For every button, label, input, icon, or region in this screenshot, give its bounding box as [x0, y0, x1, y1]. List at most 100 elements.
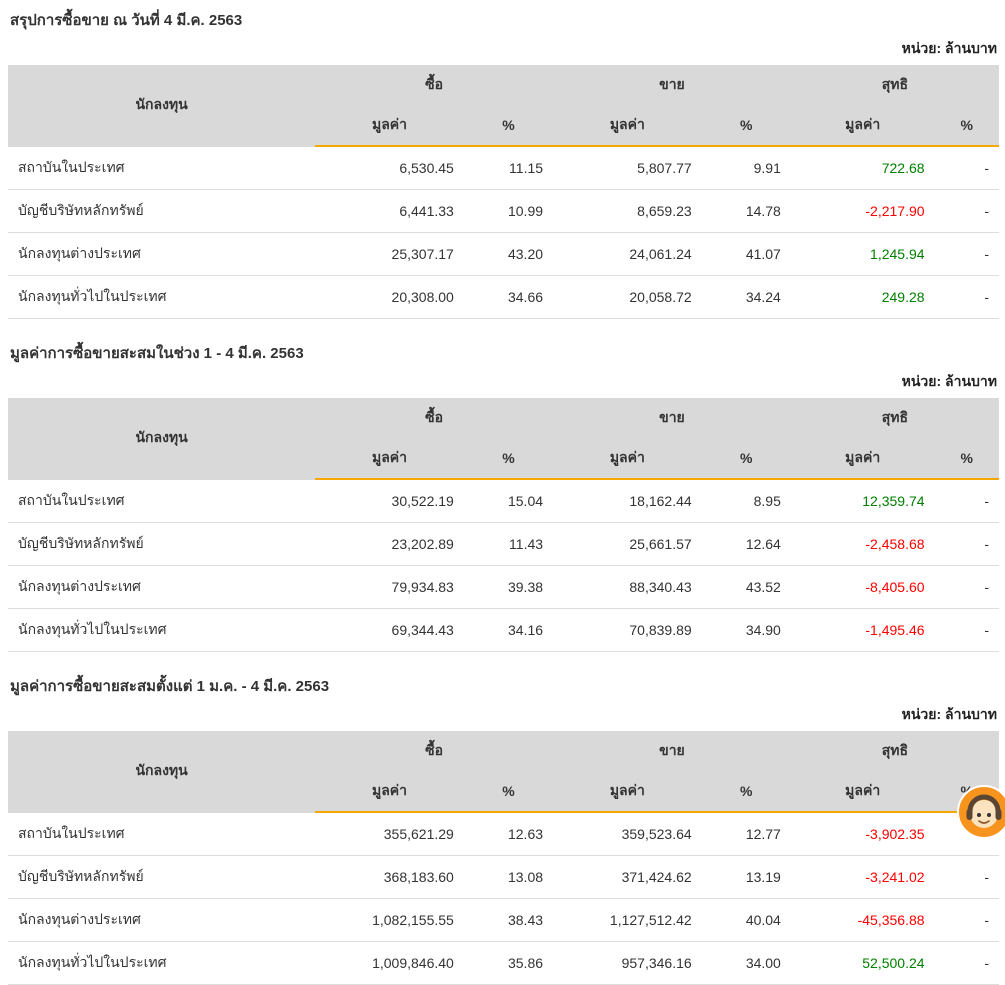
net-percent: -: [934, 232, 999, 276]
table-row: บัญชีบริษัทหลักทรัพย์ 6,441.33 10.99 8,659.…: [8, 189, 999, 233]
net-percent: -: [934, 275, 999, 319]
col-header-buy: ซื้อ: [315, 398, 554, 438]
subcol-buy-value: มูลค่า: [315, 771, 464, 813]
unit-label: หน่วย: ล้านบาท: [901, 40, 997, 56]
subcol-net-percent: %: [934, 438, 999, 480]
col-header-buy: ซื้อ: [315, 731, 554, 771]
sell-percent: 9.91: [701, 146, 791, 190]
buy-percent: 15.04: [463, 479, 554, 523]
net-value: -3,902.35: [790, 812, 935, 856]
subcol-net-value: มูลค่า: [790, 105, 935, 147]
section-title: สรุปการซื้อขาย ณ วันที่ 4 มี.ค. 2563: [10, 12, 243, 29]
sell-percent: 43.52: [701, 565, 791, 609]
subcol-sell-percent: %: [701, 771, 791, 813]
subcol-sell-value: มูลค่า: [553, 771, 702, 813]
buy-percent: 13.08: [463, 855, 554, 899]
trading-table-section: มูลค่าการซื้อขายสะสมตั้งแต่ 1 ม.ค. - 4 ม…: [8, 672, 999, 985]
table-body: สถาบันในประเทศ 355,621.29 12.63 359,523.64 1…: [8, 812, 999, 985]
sell-value: 20,058.72: [553, 275, 702, 319]
table-row: นักลงทุนทั่วไปในประเทศ 69,344.43 34.16 70,8…: [8, 608, 999, 652]
investor-name: บัญชีบริษัทหลักทรัพย์: [8, 855, 316, 899]
subcol-sell-percent: %: [701, 105, 791, 147]
buy-value: 79,934.83: [315, 565, 464, 609]
investor-name: นักลงทุนทั่วไปในประเทศ: [8, 941, 316, 985]
net-value: -3,241.02: [790, 855, 935, 899]
sell-value: 88,340.43: [553, 565, 702, 609]
trading-table-section: มูลค่าการซื้อขายสะสมในช่วง 1 - 4 มี.ค. 2…: [8, 339, 999, 652]
net-percent: -: [934, 565, 999, 609]
net-percent: -: [934, 479, 999, 523]
sell-value: 24,061.24: [553, 232, 702, 276]
buy-value: 1,082,155.55: [315, 898, 464, 942]
sell-value: 359,523.64: [553, 812, 702, 856]
col-header-investor: นักลงทุน: [8, 731, 316, 813]
buy-value: 355,621.29: [315, 812, 464, 856]
buy-value: 20,308.00: [315, 275, 464, 319]
investor-name: นักลงทุนทั่วไปในประเทศ: [8, 608, 316, 652]
sell-percent: 41.07: [701, 232, 791, 276]
table-header-row: นักลงทุน ซื้อ ขาย สุทธิ: [8, 731, 999, 813]
section-title: มูลค่าการซื้อขายสะสมตั้งแต่ 1 ม.ค. - 4 ม…: [10, 678, 330, 695]
buy-percent: 10.99: [463, 189, 554, 233]
section-title: มูลค่าการซื้อขายสะสมในช่วง 1 - 4 มี.ค. 2…: [10, 345, 304, 362]
subcol-net-value: มูลค่า: [790, 438, 935, 480]
sell-percent: 12.77: [701, 812, 791, 856]
sell-percent: 34.90: [701, 608, 791, 652]
buy-value: 23,202.89: [315, 522, 464, 566]
col-header-net: สุทธิ: [790, 731, 999, 771]
net-value: -2,458.68: [790, 522, 935, 566]
chatbot-button[interactable]: [957, 785, 1005, 839]
table-row: สถาบันในประเทศ 30,522.19 15.04 18,162.44 8.9…: [8, 479, 999, 523]
net-percent: -: [934, 898, 999, 942]
table-row: นักลงทุนทั่วไปในประเทศ 20,308.00 34.66 20,0…: [8, 275, 999, 319]
sell-value: 8,659.23: [553, 189, 702, 233]
table-row: นักลงทุนต่างประเทศ 25,307.17 43.20 24,061.2…: [8, 232, 999, 276]
headset-mascot-icon: [957, 785, 1005, 842]
trading-table: นักลงทุน ซื้อ ขาย สุทธิ มูลค่า % มูลค่า …: [8, 398, 999, 652]
investor-name: นักลงทุนทั่วไปในประเทศ: [8, 275, 316, 319]
sell-value: 1,127,512.42: [553, 898, 702, 942]
col-header-sell: ขาย: [553, 731, 791, 771]
buy-value: 6,530.45: [315, 146, 464, 190]
buy-percent: 11.15: [463, 146, 554, 190]
unit-label: หน่วย: ล้านบาท: [901, 373, 997, 389]
sell-percent: 34.24: [701, 275, 791, 319]
investor-name: นักลงทุนต่างประเทศ: [8, 232, 316, 276]
unit-label: หน่วย: ล้านบาท: [901, 706, 997, 722]
net-value: 12,359.74: [790, 479, 935, 523]
subcol-buy-value: มูลค่า: [315, 438, 464, 480]
sell-percent: 8.95: [701, 479, 791, 523]
sell-value: 371,424.62: [553, 855, 702, 899]
trading-table: นักลงทุน ซื้อ ขาย สุทธิ มูลค่า % มูลค่า …: [8, 65, 999, 319]
net-value: 249.28: [790, 275, 935, 319]
subcol-buy-percent: %: [463, 105, 554, 147]
investor-name: นักลงทุนต่างประเทศ: [8, 565, 316, 609]
net-value: 1,245.94: [790, 232, 935, 276]
buy-percent: 39.38: [463, 565, 554, 609]
net-percent: -: [934, 189, 999, 233]
sell-percent: 14.78: [701, 189, 791, 233]
col-header-investor: นักลงทุน: [8, 398, 316, 480]
subcol-buy-percent: %: [463, 771, 554, 813]
subcol-net-value: มูลค่า: [790, 771, 935, 813]
subcol-net-percent: %: [934, 105, 999, 147]
net-percent: -: [934, 941, 999, 985]
buy-value: 368,183.60: [315, 855, 464, 899]
sell-value: 957,346.16: [553, 941, 702, 985]
subcol-buy-percent: %: [463, 438, 554, 480]
sell-percent: 13.19: [701, 855, 791, 899]
investor-name: บัญชีบริษัทหลักทรัพย์: [8, 189, 316, 233]
trading-table: นักลงทุน ซื้อ ขาย สุทธิ มูลค่า % มูลค่า …: [8, 731, 999, 985]
subcol-sell-value: มูลค่า: [553, 438, 702, 480]
trading-table-section: สรุปการซื้อขาย ณ วันที่ 4 มี.ค. 2563 หน่…: [8, 6, 999, 319]
net-value: -8,405.60: [790, 565, 935, 609]
col-header-net: สุทธิ: [790, 65, 999, 105]
sell-value: 5,807.77: [553, 146, 702, 190]
table-body: สถาบันในประเทศ 30,522.19 15.04 18,162.44 8.9…: [8, 479, 999, 652]
sell-percent: 40.04: [701, 898, 791, 942]
investor-name: สถาบันในประเทศ: [8, 812, 316, 856]
net-value: -2,217.90: [790, 189, 935, 233]
table-row: บัญชีบริษัทหลักทรัพย์ 23,202.89 11.43 25,66…: [8, 522, 999, 566]
table-header-row: นักลงทุน ซื้อ ขาย สุทธิ: [8, 398, 999, 480]
net-value: -45,356.88: [790, 898, 935, 942]
